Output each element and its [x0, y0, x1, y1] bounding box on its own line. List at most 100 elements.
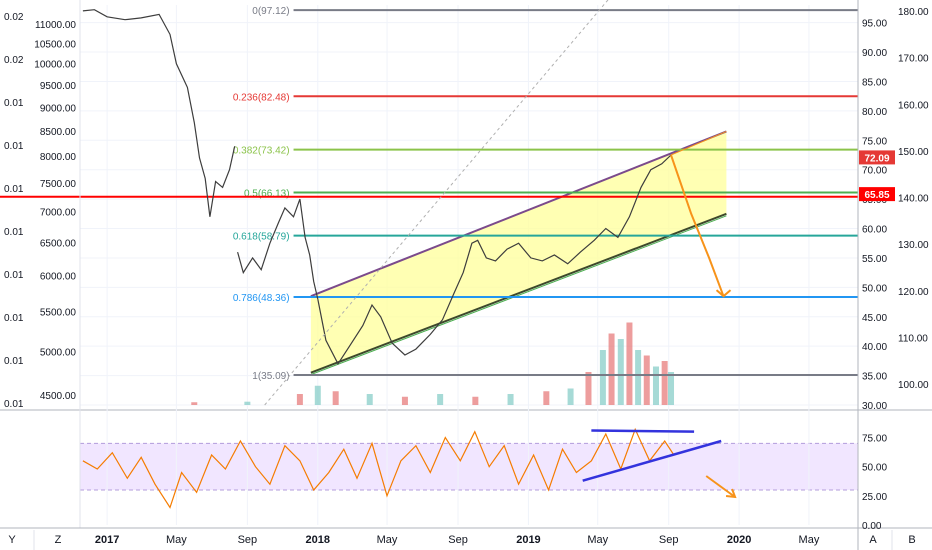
time-tick-label-2: Sep — [238, 534, 258, 546]
axis-button-a[interactable]: A — [869, 534, 877, 546]
left-tick-label-13: 4500.00 — [40, 391, 77, 402]
right-tick-label-9: 50.00 — [862, 283, 887, 294]
time-tick-label-0: 2017 — [95, 534, 119, 546]
fib-label-2: 0.382(73.42) — [233, 146, 290, 157]
left-tick-label-9: 6500.00 — [40, 238, 77, 249]
time-tick-label-8: Sep — [659, 534, 679, 546]
axis-button-b[interactable]: B — [908, 534, 915, 546]
fib-label-4: 0.618(58.79) — [233, 232, 290, 243]
volume-bar-19 — [652, 366, 659, 405]
projection-arrow-line — [670, 154, 725, 297]
channel-lower-shadow — [310, 215, 727, 376]
time-tick-label-1: May — [166, 534, 187, 546]
volume-bar-9 — [507, 394, 514, 405]
right-tick-label-3: 80.00 — [862, 107, 887, 118]
right-tick-label-0: 95.00 — [862, 19, 887, 30]
volume-bar-21 — [668, 372, 675, 405]
secondary-tick-label-8: 100.00 — [898, 380, 929, 391]
volume-bar-4 — [332, 391, 339, 405]
time-tick-label-9: 2020 — [727, 534, 751, 546]
volume-bar-8 — [472, 396, 479, 405]
dotted-trend-line — [264, 0, 609, 406]
volume-bar-6 — [401, 396, 408, 405]
rsi-line — [82, 427, 675, 509]
rsi-tick-label-0: 75.00 — [862, 434, 887, 445]
volume-bar-1 — [244, 401, 251, 405]
volume-bar-13 — [599, 350, 606, 405]
left-scale-label-9: 0.01 — [4, 399, 24, 410]
channel-lower-line — [310, 212, 727, 374]
time-tick-label-4: May — [377, 534, 398, 546]
volume-bar-2 — [296, 394, 303, 405]
price-badge-0 — [859, 150, 895, 165]
volume-bar-10 — [543, 391, 550, 405]
fib-label-6: 1(35.09) — [252, 371, 289, 382]
right-tick-label-8: 55.00 — [862, 254, 887, 265]
left-scale-label-3: 0.01 — [4, 141, 24, 152]
fib-label-0: 0(97.12) — [252, 6, 289, 17]
rsi-panel — [0, 409, 932, 491]
rsi-projection-arrow — [705, 475, 736, 498]
volume-bar-7 — [437, 394, 444, 405]
time-tick-label-6: 2019 — [516, 534, 540, 546]
rsi-band — [80, 443, 858, 490]
projection-arrow-head — [715, 289, 732, 298]
rsi-tick-label-1: 50.00 — [862, 463, 887, 474]
left-scale-label-2: 0.01 — [4, 98, 24, 109]
rsi-tick-label-2: 25.00 — [862, 492, 887, 503]
right-tick-label-11: 40.00 — [862, 342, 887, 353]
secondary-tick-label-0: 180.00 — [898, 7, 929, 18]
secondary-tick-label-4: 140.00 — [898, 194, 929, 205]
left-scale-label-5: 0.01 — [4, 227, 24, 238]
volume-bar-3 — [314, 385, 321, 405]
price-badge-label-0: 72.09 — [864, 153, 889, 164]
left-tick-label-4: 9000.00 — [40, 103, 77, 114]
price-badge-1 — [859, 187, 895, 202]
left-scale-label-8: 0.01 — [4, 356, 24, 367]
left-scale-label-0: 0.02 — [4, 12, 24, 23]
axis-button-z[interactable]: Z — [55, 534, 62, 546]
secondary-tick-label-5: 130.00 — [898, 240, 929, 251]
fib-label-5: 0.786(48.36) — [233, 293, 290, 304]
left-tick-label-10: 6000.00 — [40, 272, 77, 283]
left-scale-label-7: 0.01 — [4, 313, 24, 324]
secondary-tick-label-3: 150.00 — [898, 147, 929, 158]
left-scale-label-6: 0.01 — [4, 270, 24, 281]
channel-upper-line — [310, 130, 727, 298]
left-tick-label-0: 11000.00 — [35, 20, 76, 31]
right-tick-label-5: 70.00 — [862, 166, 887, 177]
axis-button-y[interactable]: Y — [8, 534, 16, 546]
volume-bar-11 — [567, 388, 574, 405]
volume-bar-17 — [635, 350, 642, 405]
left-tick-label-5: 8500.00 — [40, 127, 77, 138]
right-tick-label-4: 75.00 — [862, 136, 887, 147]
volume-bar-12 — [585, 372, 592, 405]
time-tick-label-10: May — [799, 534, 820, 546]
main-series-line — [317, 154, 672, 365]
left-tick-label-11: 5500.00 — [40, 308, 77, 319]
left-tick-label-8: 7000.00 — [40, 208, 77, 219]
time-tick-label-7: May — [587, 534, 608, 546]
secondary-tick-label-7: 110.00 — [898, 333, 928, 344]
fib-label-3: 0.5(66.13) — [244, 188, 290, 199]
price-badge-label-1: 65.85 — [864, 190, 889, 201]
volume-bar-14 — [608, 333, 615, 405]
right-tick-label-1: 90.00 — [862, 48, 887, 59]
left-tick-label-12: 5000.00 — [40, 347, 77, 358]
volume-bar-18 — [643, 355, 650, 405]
right-tick-label-13: 30.00 — [862, 401, 887, 412]
time-tick-label-5: Sep — [448, 534, 468, 546]
secondary-tick-label-2: 160.00 — [898, 100, 929, 111]
rsi-divergence-top — [591, 429, 695, 433]
volume-bar-20 — [661, 361, 668, 405]
rsi-tick-label-3: 0.00 — [862, 521, 882, 532]
left-tick-label-2: 10000.00 — [34, 60, 76, 71]
left-scale-label-1: 0.02 — [4, 55, 24, 66]
rsi-projection-arrow-head — [725, 488, 737, 499]
early-series-segment-1 — [237, 198, 319, 300]
secondary-tick-label-1: 170.00 — [898, 54, 929, 65]
rsi-divergence-bottom — [582, 439, 722, 482]
